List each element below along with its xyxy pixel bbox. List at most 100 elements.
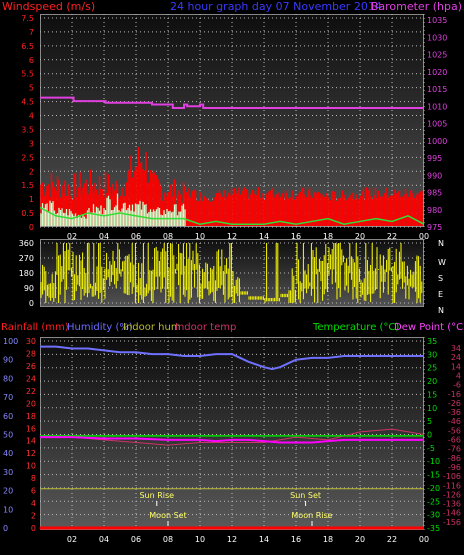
- humidity-y-tick: 30: [3, 468, 13, 477]
- temp-x-tick: 02: [67, 535, 77, 544]
- temp-y-tick: -15: [427, 471, 440, 480]
- barometer-line: [40, 96, 424, 109]
- compass-label: W: [438, 258, 446, 267]
- wind-x-tick: 00: [419, 232, 429, 241]
- rain-y-tick: 14: [26, 437, 36, 446]
- wind-x-tick: 14: [259, 232, 269, 241]
- temp-x-tick: 20: [355, 535, 365, 544]
- baro-y-tick: 1015: [427, 85, 447, 94]
- temperature-label: Temperature (°C): [312, 322, 399, 333]
- temp-x-tick: 06: [131, 535, 141, 544]
- rain-y-tick: 10: [26, 462, 36, 471]
- moon-annotation: Moon Rise: [291, 511, 332, 520]
- baro-y-tick: 1000: [427, 137, 447, 146]
- compass-label: E: [438, 290, 443, 299]
- rain-y-tick: 2: [31, 512, 36, 521]
- temp-x-tick: 12: [227, 535, 237, 544]
- rain-y-tick: 16: [26, 424, 36, 433]
- humidity-y-tick: 10: [3, 505, 13, 514]
- temp-y-tick: 25: [427, 364, 437, 373]
- wind-y-tick: 1: [29, 195, 34, 204]
- wind-y-tick: 7.5: [21, 14, 34, 23]
- baro-y-tick: 980: [427, 206, 442, 215]
- rainfall-label: Rainfall (mm): [1, 322, 69, 333]
- wind-y-tick: 3.5: [21, 125, 34, 134]
- humidity-y-tick: 90: [3, 356, 13, 365]
- wind-y-tick: 0.5: [21, 209, 34, 218]
- wind-y-tick: 3: [29, 139, 34, 148]
- indoor-temp-y-tick: -126: [443, 490, 461, 499]
- temp-y-tick: 10: [427, 404, 437, 413]
- wind-x-tick: 06: [131, 232, 141, 241]
- indoor-temp-y-tick: -46: [448, 417, 461, 426]
- humidity-y-tick: 50: [3, 431, 13, 440]
- rain-y-tick: 12: [26, 449, 36, 458]
- windspeed-axis-label: Windspeed (m/s): [2, 0, 95, 13]
- temp-x-tick: 22: [387, 535, 397, 544]
- temp-y-tick: 35: [427, 337, 437, 346]
- wind-x-tick: 20: [355, 232, 365, 241]
- dewpoint-line: [40, 436, 424, 444]
- indoor-temp-y-tick: -56: [448, 426, 461, 435]
- humidity-y-tick: 20: [3, 487, 13, 496]
- direction-y-tick: 180: [19, 269, 34, 278]
- rain-y-tick: 4: [31, 499, 36, 508]
- moon-annotation: Moon Set: [149, 511, 186, 520]
- wind-y-tick: 2: [29, 167, 34, 176]
- wind-y-tick: 5: [29, 84, 34, 93]
- rain-y-tick: 24: [26, 374, 36, 383]
- humidity-y-tick: 80: [3, 374, 13, 383]
- baro-y-tick: 1030: [427, 33, 447, 42]
- humidity-label: Humidity (%): [67, 322, 133, 333]
- indoor-temp-y-tick: 34: [451, 344, 461, 353]
- temp-y-tick: 30: [427, 350, 437, 359]
- indoor-temp-label: Indoor temp: [175, 322, 236, 333]
- chart-marks: 7.576.565.554.543.532.521.510.5010351030…: [3, 14, 461, 544]
- dewpoint-label: Dew Point (°C): [394, 322, 464, 333]
- sun-annotation: Sun Rise: [139, 491, 174, 500]
- chart-title: 24 hour graph day 07 November 2014: [170, 0, 382, 13]
- indoor-temp-y-tick: 24: [451, 353, 461, 362]
- wind-y-tick: 7: [29, 28, 34, 37]
- indoor-temp-y-tick: -86: [448, 454, 461, 463]
- temp-y-tick: -35: [427, 524, 440, 533]
- temp-x-tick: 18: [323, 535, 333, 544]
- direction-y-tick: 90: [24, 284, 34, 293]
- wind-x-tick: 22: [387, 232, 397, 241]
- temp-y-tick: -20: [427, 484, 440, 493]
- indoor-temp-y-tick: -116: [443, 481, 461, 490]
- baro-y-tick: 995: [427, 154, 442, 163]
- temp-x-tick: 00: [419, 535, 429, 544]
- direction-y-tick: 270: [19, 254, 34, 263]
- indoor-temp-y-tick: 14: [451, 362, 461, 371]
- wind-x-tick: 16: [291, 232, 301, 241]
- humidity-y-tick: 100: [3, 337, 18, 346]
- rain-y-tick: 30: [26, 337, 36, 346]
- baro-y-tick: 1035: [427, 16, 447, 25]
- temp-y-tick: -25: [427, 497, 440, 506]
- barometer-axis-label: Barometer (hpa): [371, 0, 462, 13]
- temp-y-tick: 15: [427, 390, 437, 399]
- baro-y-tick: 985: [427, 189, 442, 198]
- baro-y-tick: 1010: [427, 102, 447, 111]
- temp-x-tick: 16: [291, 535, 301, 544]
- wind-x-tick: 12: [227, 232, 237, 241]
- indoor-temp-y-tick: -76: [448, 445, 461, 454]
- rain-y-tick: 0: [31, 524, 36, 533]
- indoor-temp-y-tick: -156: [443, 518, 461, 527]
- humidity-y-tick: 0: [3, 524, 8, 533]
- temp-x-tick: 10: [195, 535, 205, 544]
- temp-y-tick: -10: [427, 457, 440, 466]
- direction-y-tick: 360: [19, 239, 34, 248]
- temp-y-tick: 0: [427, 431, 432, 440]
- baro-y-tick: 990: [427, 171, 442, 180]
- wind-avg-line: [39, 206, 425, 225]
- indoor-temp-line: [40, 428, 425, 446]
- rain-y-tick: 8: [31, 474, 36, 483]
- rain-y-tick: 18: [26, 412, 36, 421]
- rain-y-tick: 20: [26, 399, 36, 408]
- indoor-hum-label: Indoor hum: [123, 322, 181, 333]
- indoor-temp-y-tick: -36: [448, 408, 461, 417]
